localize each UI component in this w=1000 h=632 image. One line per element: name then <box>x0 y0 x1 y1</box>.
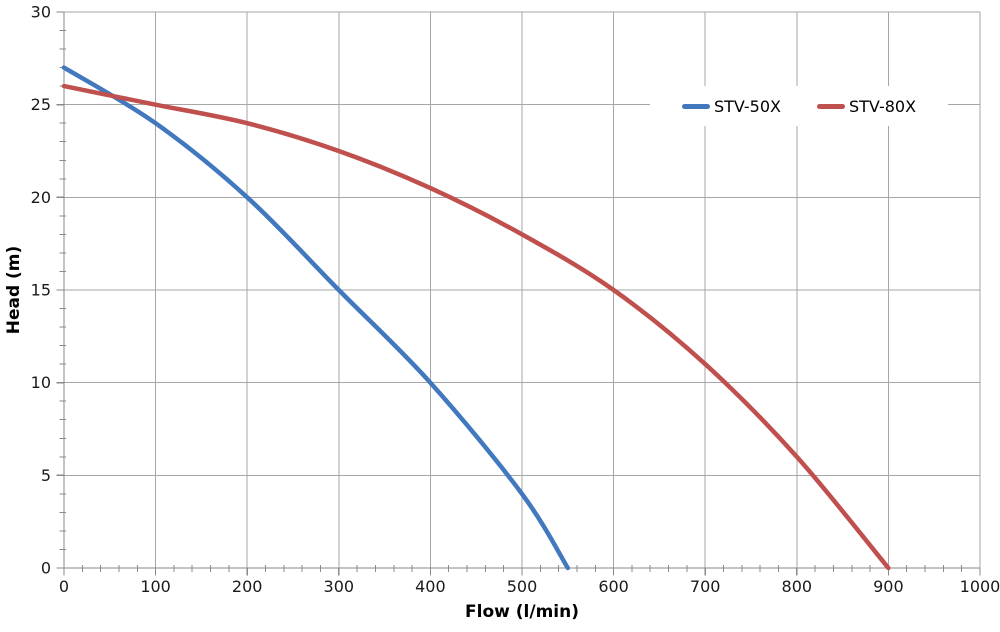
x-tick-label-100: 100 <box>140 577 171 596</box>
y-tick-label-20: 20 <box>31 188 51 207</box>
legend-dash-icon <box>681 103 710 109</box>
x-tick-label-700: 700 <box>690 577 721 596</box>
legend-item-stv-50x: STV-50X <box>681 96 781 116</box>
legend-item-stv-80x: STV-80X <box>817 97 916 116</box>
series-curve-stv-80x <box>61 83 891 571</box>
y-tick-label-15: 15 <box>31 281 51 300</box>
x-tick-label-800: 800 <box>782 577 813 596</box>
legend-label-stv-50x: STV-50X <box>713 96 781 116</box>
x-tick-label-300: 300 <box>324 577 355 596</box>
y-tick-label-10: 10 <box>31 373 51 392</box>
legend: STV-50X STV-80X <box>650 86 948 126</box>
x-tick-label-400: 400 <box>415 577 446 596</box>
y-tick-label-30: 30 <box>31 3 51 22</box>
legend-dash-icon <box>817 103 845 109</box>
y-tick-label-5: 5 <box>41 466 51 485</box>
legend-label-stv-80x: STV-80X <box>849 96 917 116</box>
x-tick-label-200: 200 <box>232 577 263 596</box>
x-tick-label-600: 600 <box>598 577 629 596</box>
x-tick-label-0: 0 <box>59 577 69 596</box>
x-tick-label-500: 500 <box>507 577 538 596</box>
y-axis-title: Head (m) <box>4 245 24 335</box>
x-axis-title: Flow (l/min) <box>465 602 579 622</box>
y-tick-label-0: 0 <box>41 559 51 578</box>
y-tick-label-25: 25 <box>31 95 51 114</box>
x-tick-label-900: 900 <box>873 577 904 596</box>
series-curve-stv-50x <box>61 65 571 571</box>
x-tick-label-1000: 1000 <box>960 577 1000 596</box>
